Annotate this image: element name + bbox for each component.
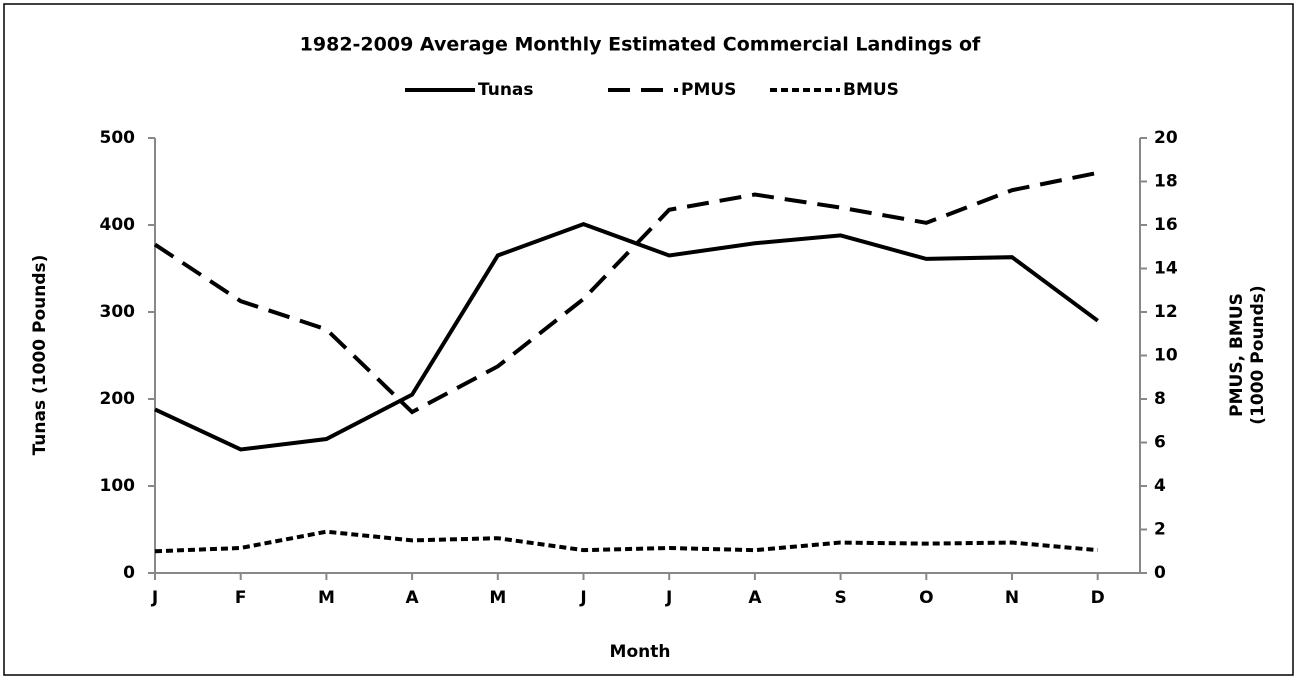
- y2-tick-label: 14: [1154, 259, 1178, 279]
- chart-title: 1982-2009 Average Monthly Estimated Comm…: [300, 34, 981, 56]
- y2-tick-label: 20: [1154, 128, 1178, 148]
- x-tick-label: F: [235, 588, 247, 608]
- y-tick-label: 200: [100, 389, 136, 409]
- y-tick-label: 300: [100, 302, 136, 322]
- legend-label: Tunas: [478, 80, 534, 100]
- y-tick-label: 0: [123, 563, 135, 583]
- y-tick-label: 500: [100, 128, 136, 148]
- y2-tick-label: 2: [1154, 520, 1166, 540]
- y2-tick-label: 4: [1154, 476, 1166, 496]
- legend-label: PMUS: [681, 80, 736, 100]
- x-tick-label: J: [151, 588, 158, 608]
- x-tick-label: A: [406, 588, 420, 608]
- y2-tick-label: 0: [1154, 563, 1166, 583]
- y-axis-label: Tunas (1000 Pounds): [30, 255, 50, 456]
- y2-tick-label: 18: [1154, 172, 1178, 192]
- x-tick-label: J: [579, 588, 586, 608]
- legend-label: BMUS: [843, 80, 899, 100]
- y2-axis-label: PMUS, BMUS: [1227, 293, 1247, 417]
- x-tick-label: D: [1091, 588, 1105, 608]
- y2-tick-label: 10: [1154, 346, 1178, 366]
- x-tick-label: M: [489, 588, 506, 608]
- y2-tick-label: 6: [1154, 433, 1166, 453]
- chart-border: [3, 3, 1294, 676]
- x-axis-label: Month: [610, 642, 671, 662]
- x-tick-label: M: [318, 588, 335, 608]
- x-tick-label: S: [834, 588, 846, 608]
- y2-tick-label: 12: [1154, 302, 1178, 322]
- x-tick-label: N: [1005, 588, 1019, 608]
- y-tick-label: 100: [100, 476, 136, 496]
- series-line: [154, 222, 1099, 452]
- y-tick-label: 400: [100, 215, 136, 235]
- y2-tick-label: 16: [1154, 215, 1178, 235]
- series-line: [153, 170, 1099, 415]
- x-tick-label: O: [919, 588, 933, 608]
- x-tick-label: A: [748, 588, 762, 608]
- series-line: [154, 529, 1098, 554]
- y2-axis-label: (1000 Pounds): [1248, 285, 1268, 424]
- y2-tick-label: 8: [1154, 389, 1166, 409]
- x-tick-label: J: [665, 588, 672, 608]
